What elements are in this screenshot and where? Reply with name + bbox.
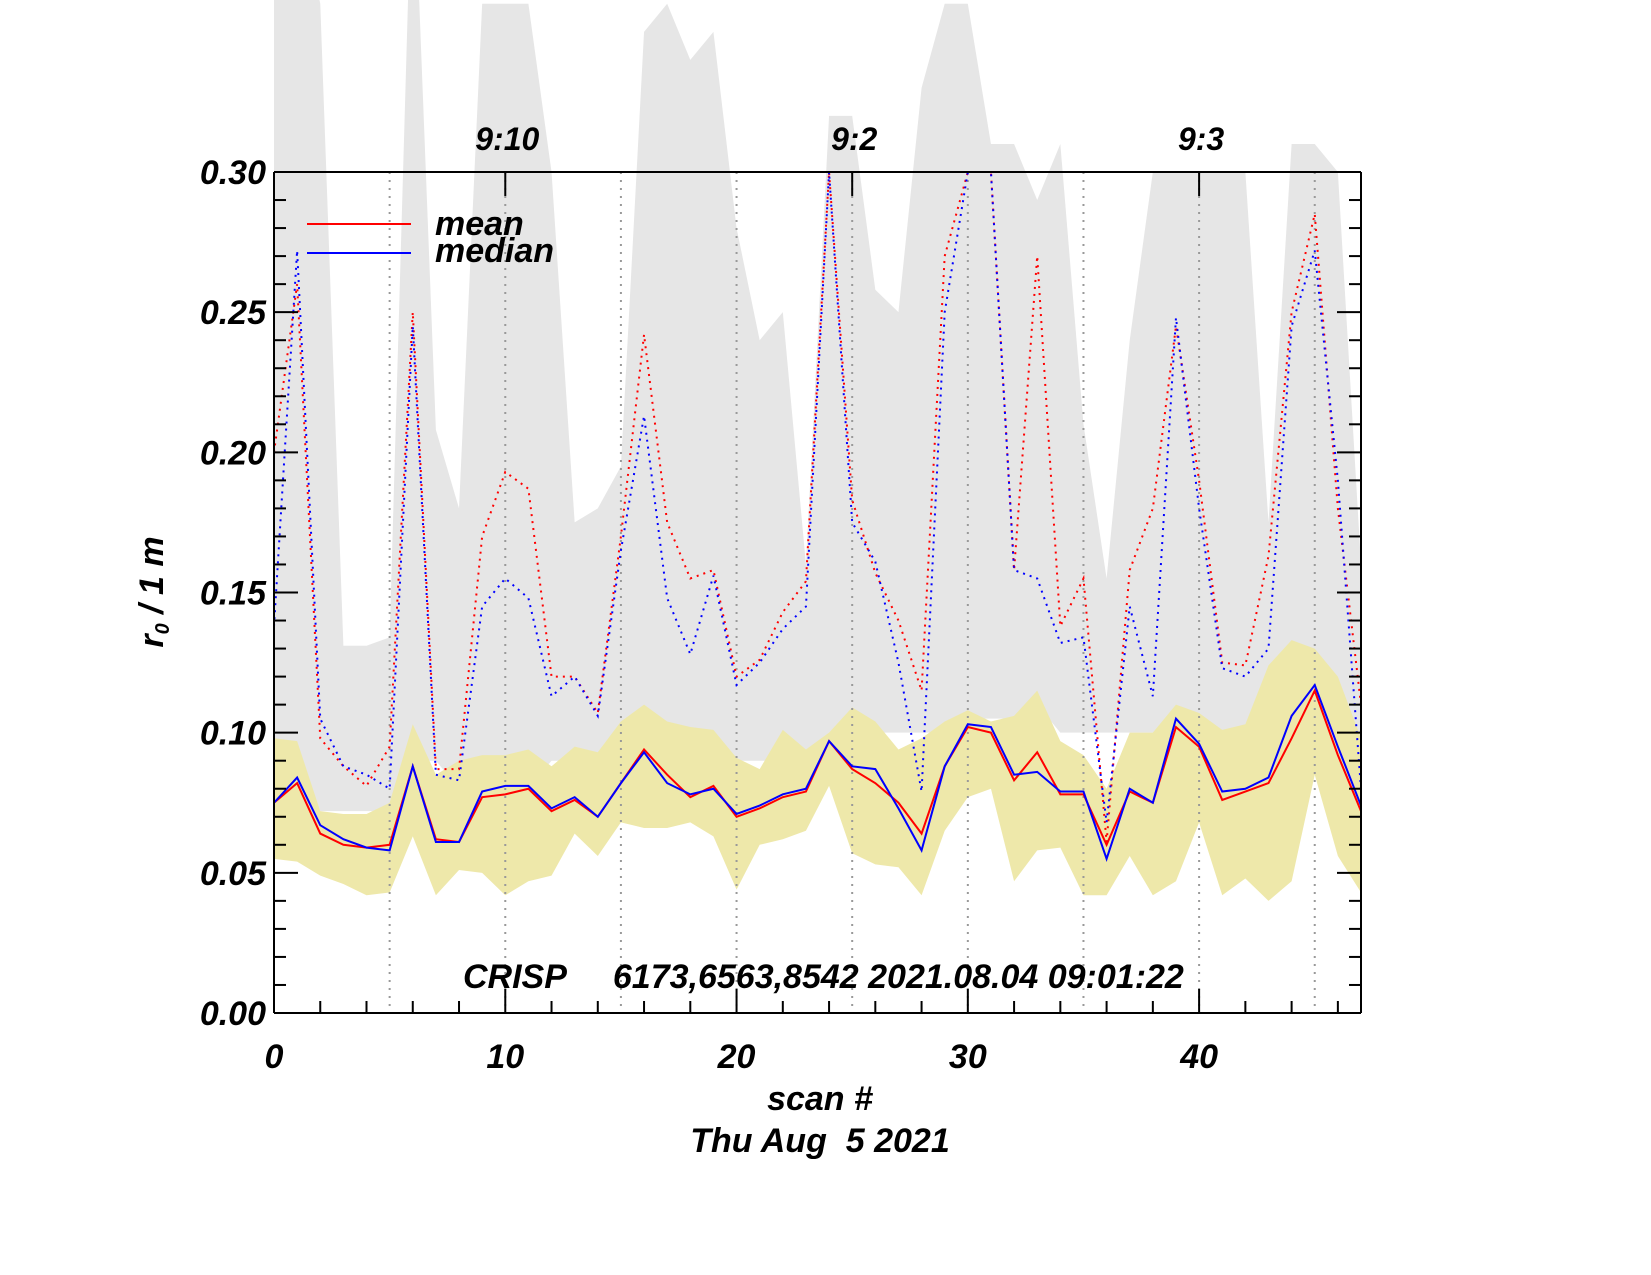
y-axis-title-text: r0 / 1 m — [133, 536, 174, 647]
y-tick-label: 0.10 — [200, 715, 266, 753]
x-tick-label: 40 — [1179, 1038, 1218, 1076]
x-axis-title: scan # — [767, 1080, 873, 1118]
y-tick-label: 0.20 — [200, 434, 266, 472]
series-median-max — [273, 171, 1362, 823]
x-tick-label: 0 — [265, 1038, 284, 1076]
series-median — [273, 682, 1362, 862]
top-tick-label: 9:10 — [475, 121, 539, 157]
y-tick-label: 0.05 — [200, 855, 267, 893]
top-tick-label: 9:2 — [831, 121, 877, 157]
y-tick-label: 0.15 — [200, 575, 267, 613]
annotation-text: CRISP 6173,6563,8542 2021.08.04 09:01:22 — [463, 958, 1184, 996]
x-tick-label: 30 — [949, 1038, 987, 1076]
date-label: Thu Aug 5 2021 — [690, 1122, 949, 1160]
tick-labels: 0.00 0.05 0.10 0.15 0.20 0.25 0.30 0 10 20 30 40 9:1… — [200, 121, 1225, 1076]
y-axis-title-unit: / 1 m — [133, 536, 171, 623]
y-axis-title-main: r — [133, 633, 171, 648]
y-axis-title-sub: 0 — [152, 623, 174, 634]
legend: mean median — [307, 205, 554, 270]
bands-layer — [274, 0, 1361, 901]
yellow-range-band — [274, 640, 1361, 901]
y-tick-label: 0.25 — [200, 294, 267, 332]
y-tick-label: 0.30 — [200, 154, 266, 192]
y-axis-title: r0 / 1 m — [133, 536, 174, 647]
tick-marks — [273, 171, 1361, 1014]
top-tick-label: 9:3 — [1178, 121, 1224, 157]
legend-mean-label: mean — [435, 205, 524, 243]
x-tick-label: 10 — [486, 1038, 524, 1076]
y-tick-label: 0.00 — [200, 995, 266, 1033]
gray-range-band — [274, 0, 1361, 812]
x-tick-label: 20 — [717, 1038, 756, 1076]
legend-median-label: median — [435, 232, 554, 270]
series-layer — [273, 171, 1362, 862]
